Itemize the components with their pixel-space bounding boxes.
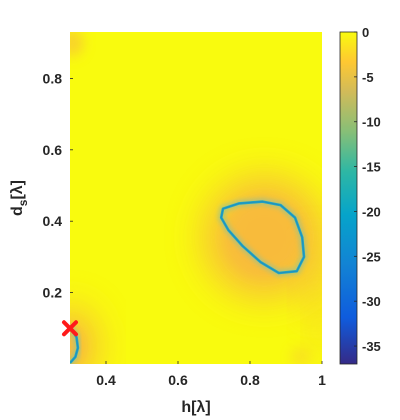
colorbar-tick-label: -35 [362, 339, 381, 354]
x-tick-label: 0.8 [240, 372, 260, 388]
plot-area [70, 32, 322, 364]
marker-x [62, 320, 78, 337]
colorbar-tick-label: -20 [362, 204, 381, 219]
y-axis-title-unit: [λ] [9, 180, 26, 200]
y-axis-title-main: d [9, 206, 26, 216]
heatmap-halo [224, 197, 305, 278]
y-tick-label: 0.8 [43, 70, 63, 86]
heatmap-halo [290, 346, 311, 364]
y-tick-label: 0.2 [43, 285, 63, 301]
heatmap-halo [310, 298, 322, 359]
y-axis-ticks: 0.2 0.4 0.6 0.8 [43, 70, 73, 301]
x-axis-title: h[λ] [181, 399, 210, 416]
svg-text:ds[λ]: ds[λ] [9, 180, 30, 216]
x-tick-label: 0.4 [96, 372, 116, 388]
heatmap-halo [70, 32, 84, 57]
y-tick-label: 0.6 [43, 142, 63, 158]
colorbar-tick-label: -15 [362, 160, 381, 175]
y-axis-title: ds[λ] [9, 180, 30, 216]
y-axis-title-subscript: s [16, 199, 30, 206]
contour-core-0 [220, 201, 305, 274]
colorbar-tick-label: -30 [362, 294, 381, 309]
y-tick-label: 0.4 [43, 213, 63, 229]
colorbar [339, 31, 358, 365]
colorbar-tick-label: 0 [362, 25, 369, 40]
x-axis-ticks: 0.4 0.6 0.8 1 [96, 361, 326, 388]
x-tick-label: 0.6 [168, 372, 188, 388]
colorbar-tick-label: -10 [362, 115, 381, 130]
colorbar-tick-label: -25 [362, 249, 381, 264]
x-tick-label: 1 [318, 372, 326, 388]
marker-layer [62, 320, 78, 337]
colorbar-tick-label: -5 [362, 70, 374, 85]
colorbar-ticks: 0 -5 -10 -15 -20 -25 -30 -35 [354, 25, 381, 354]
